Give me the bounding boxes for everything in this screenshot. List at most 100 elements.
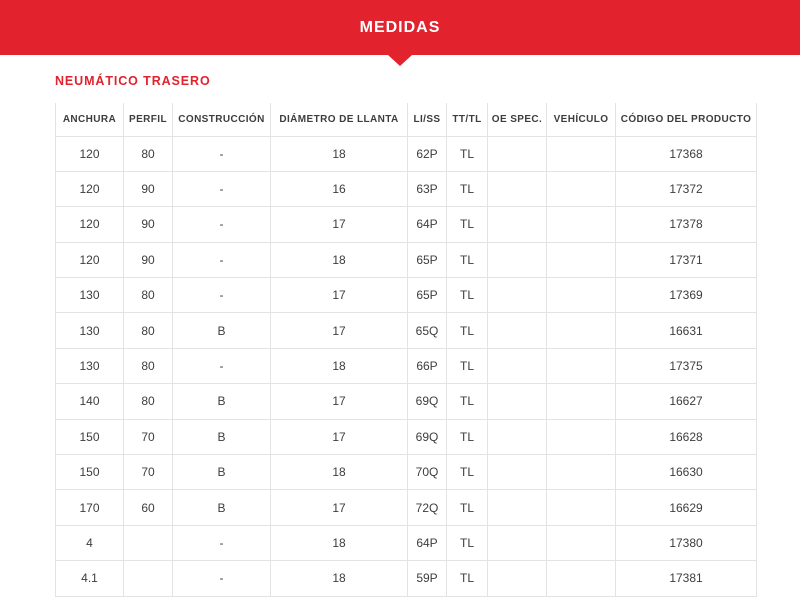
table-cell: 120 [55,170,124,208]
table-cell: 18 [270,347,408,385]
table-cell: 120 [55,241,124,279]
table-cell: 63P [407,170,447,208]
table-cell: 90 [123,170,173,208]
table-row: 4.1 -18 59P TL 17381 [55,560,757,597]
table-cell: 17 [270,489,408,526]
table-cell: TL [446,312,488,349]
table-cell: B [172,489,271,526]
table-cell: 70 [123,418,173,456]
table-cell [487,206,547,243]
column-header: CÓDIGO DEL PRODUCTO [615,103,757,137]
table-cell: 17381 [615,560,757,597]
table-cell: - [172,277,271,314]
table-row: 130 80-17 65P TL 17369 [55,277,757,314]
table-row: 150 70 B 18 70Q TL 16630 [55,454,757,491]
column-header: ANCHURA [55,103,124,137]
table-cell [546,383,616,420]
banner-title: MEDIDAS [359,18,441,36]
table-cell: 65P [407,241,447,279]
table-row: 4 -18 64P TL 17380 [55,524,757,562]
table-cell [546,312,616,349]
column-header: LI/SS [407,103,447,137]
tire-sizes-table: ANCHURA PERFIL CONSTRUCCIÓN DIÁMETRO DE LLA… [55,103,757,597]
table-cell: 18 [270,524,408,562]
table-cell: 80 [123,347,173,385]
table-cell: - [172,135,271,172]
table-cell [123,524,173,562]
table-cell: - [172,170,271,208]
table-cell: TL [446,170,488,208]
column-header: PERFIL [123,103,173,137]
table-cell [123,560,173,597]
table-header-row: ANCHURA PERFIL CONSTRUCCIÓN DIÁMETRO DE LLA… [55,103,757,137]
table-cell [487,312,547,349]
table-cell: 4.1 [55,560,124,597]
table-cell [546,206,616,243]
table-row: 150 70 B 17 69Q TL 16628 [55,418,757,456]
table-cell: - [172,241,271,279]
table-cell: 70 [123,454,173,491]
section-title: NEUMÁTICO TRASERO [55,74,211,88]
table-cell: 16630 [615,454,757,491]
table-cell: 17369 [615,277,757,314]
table-cell: 17380 [615,524,757,562]
table-cell [546,454,616,491]
table-cell: - [172,206,271,243]
table-cell: TL [446,489,488,526]
table-cell: 150 [55,454,124,491]
table-cell: 130 [55,347,124,385]
table-row: 140 80 B 17 69Q TL 16627 [55,383,757,420]
column-header: OE SPEC. [487,103,547,137]
table-cell: 90 [123,206,173,243]
triangle-down-icon [388,55,412,66]
table-cell: 16 [270,170,408,208]
table-cell: 64P [407,206,447,243]
table-cell: B [172,312,271,349]
table-cell: 17 [270,277,408,314]
table-cell: 62P [407,135,447,172]
table-cell: 17 [270,206,408,243]
table-cell: 18 [270,241,408,279]
table-cell: 4 [55,524,124,562]
table-cell: 59P [407,560,447,597]
table-cell: TL [446,241,488,279]
table-cell: TL [446,277,488,314]
table-cell: 72Q [407,489,447,526]
table-cell: 80 [123,383,173,420]
table-cell: TL [446,383,488,420]
table-cell [487,277,547,314]
table-cell: 66P [407,347,447,385]
table-body: 120 80-18 62P TL 17368 120 90-16 63P TL 17372 120 9… [55,135,757,597]
table-cell [487,418,547,456]
table-cell: B [172,418,271,456]
table-cell [487,560,547,597]
table-cell: 65Q [407,312,447,349]
table-cell: 17 [270,312,408,349]
table-row: 120 90-17 64P TL 17378 [55,206,757,243]
table-cell: 90 [123,241,173,279]
table-cell: 130 [55,312,124,349]
medidas-banner[interactable]: MEDIDAS [0,0,800,55]
table-cell: TL [446,347,488,385]
table-cell: 16628 [615,418,757,456]
table-cell: 64P [407,524,447,562]
table-cell: TL [446,135,488,172]
table-cell: 120 [55,135,124,172]
table-cell: 17 [270,383,408,420]
table-cell: 70Q [407,454,447,491]
table-cell [487,135,547,172]
table-cell: 80 [123,312,173,349]
table-cell: TL [446,524,488,562]
table-cell [546,418,616,456]
column-header: TT/TL [446,103,488,137]
table-cell: 17372 [615,170,757,208]
table-cell [546,277,616,314]
table-cell: - [172,347,271,385]
table-cell: 150 [55,418,124,456]
table-cell: 60 [123,489,173,526]
table-cell: TL [446,206,488,243]
table-cell: 170 [55,489,124,526]
table-row: 120 90-16 63P TL 17372 [55,170,757,208]
table-cell [546,135,616,172]
table-cell: 16631 [615,312,757,349]
